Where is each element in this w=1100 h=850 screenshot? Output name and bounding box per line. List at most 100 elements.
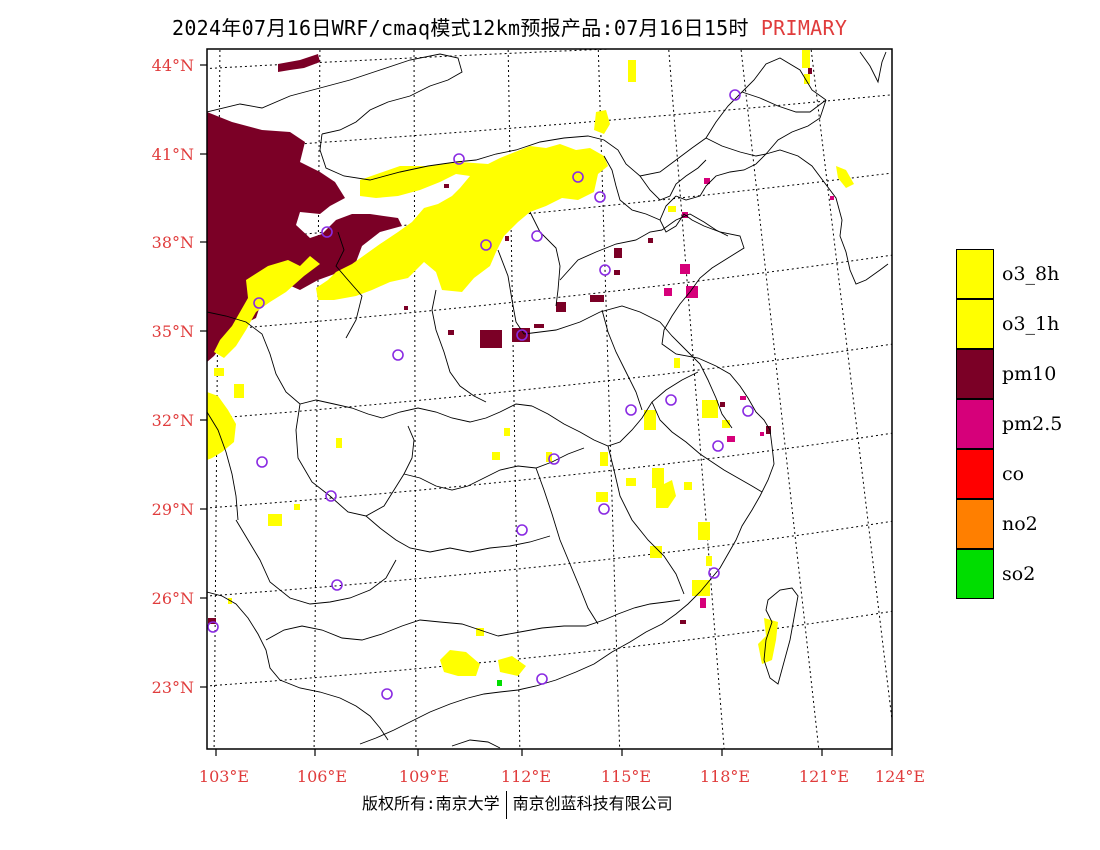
lat-label-44: 44°N <box>152 56 194 75</box>
lat-label-38: 38°N <box>152 233 194 252</box>
pm25-speck-7 <box>727 436 735 442</box>
o3-speck-16 <box>656 480 676 508</box>
legend-item-o3-8h: o3_8h <box>956 249 1086 299</box>
o3-speck-21 <box>692 580 710 596</box>
legend-item-no2: no2 <box>956 499 1086 549</box>
province-heilongjiang <box>741 91 827 113</box>
station-circle <box>325 490 337 502</box>
latitude-labels: 44°N 41°N 38°N 35°N 32°N 29°N 26°N 23°N <box>152 56 194 697</box>
province-guizhou-hunan <box>365 515 551 553</box>
station-circle <box>572 171 584 183</box>
o3-speck-4 <box>628 60 636 82</box>
legend-label: no2 <box>1002 513 1038 535</box>
pm10-speck-14 <box>614 270 620 275</box>
pm10-speck-4 <box>505 236 509 241</box>
lon-label-103: 103°E <box>199 767 249 786</box>
station-circle <box>729 89 741 101</box>
legend-swatch <box>956 449 994 499</box>
o3-speck-23 <box>758 618 778 664</box>
o3-speck-22 <box>706 556 712 566</box>
pm25-speck-10 <box>760 432 764 436</box>
province-guangxi <box>265 619 499 641</box>
legend-swatch <box>956 299 994 349</box>
station-circle <box>256 456 268 468</box>
legend-label: o3_8h <box>1002 263 1060 285</box>
province-jilin <box>705 137 767 157</box>
legend-swatch <box>956 499 994 549</box>
station-circle <box>480 239 492 251</box>
o3-speck-25 <box>294 504 300 510</box>
o3-north-belt <box>316 144 608 300</box>
pm25-speck-6 <box>830 196 834 200</box>
pm10-top-strip <box>278 54 320 72</box>
station-circle <box>392 349 404 361</box>
axis-ticks <box>200 64 893 756</box>
station-circle <box>531 230 543 242</box>
legend-label: so2 <box>1002 563 1036 585</box>
meridian-112E <box>507 49 521 749</box>
pm10-speck-18 <box>208 618 216 624</box>
province-hebei-inner <box>529 211 561 307</box>
o3-speck-27 <box>492 452 500 460</box>
pm10-speck-7 <box>556 302 566 312</box>
station-circle <box>253 297 265 309</box>
station-circle <box>453 153 465 165</box>
o3-speck-17 <box>684 482 692 490</box>
pollutant-legend: o3_8h o3_1h pm10 pm2.5 co no2 so2 <box>956 249 1086 599</box>
legend-swatch <box>956 249 994 299</box>
copyright-footer: 版权所有:南京大学 南京创蓝科技有限公司 <box>362 790 673 819</box>
province-shanxi-hebei <box>497 249 525 335</box>
o3-west-edge <box>207 392 236 460</box>
station-circle <box>712 440 724 452</box>
longitude-labels: 103°E 106°E 109°E 112°E 115°E 118°E 121°… <box>199 767 925 786</box>
province-hunan-jiangxi <box>535 467 599 625</box>
legend-label: pm2.5 <box>1002 413 1063 435</box>
province-hubei-anhui <box>531 371 699 447</box>
lon-label-109: 109°E <box>399 767 449 786</box>
pm25-speck-5 <box>704 178 710 184</box>
parallel-32N <box>207 343 892 420</box>
o3-speck-29 <box>504 428 510 436</box>
station-circle <box>321 226 333 238</box>
province-shanxi-shaanxi <box>431 289 487 403</box>
station-circle <box>594 191 606 203</box>
pm10-speck-6 <box>590 295 604 302</box>
lon-label-112: 112°E <box>501 767 551 786</box>
o3-speck-13 <box>600 452 608 466</box>
legend-item-pm10: pm10 <box>956 349 1086 399</box>
pm25-speck-3 <box>664 288 672 296</box>
lon-label-115: 115°E <box>601 767 651 786</box>
province-jiangxi-fujian <box>607 445 685 595</box>
legend-item-so2: so2 <box>956 549 1086 599</box>
o3-speck-8 <box>668 206 676 212</box>
o3-speck-1 <box>214 368 224 376</box>
station-circle <box>625 404 637 416</box>
lat-label-35: 35°N <box>152 322 194 341</box>
pm10-speck-15 <box>720 402 725 407</box>
o3-speck-20 <box>650 546 662 558</box>
o3-speck-2 <box>234 384 244 398</box>
station-circle <box>331 579 343 591</box>
province-yunnan-guizhou <box>235 519 397 605</box>
province-chongqing-hubei <box>403 447 585 491</box>
meridian-124E <box>810 49 892 721</box>
station-circle <box>516 524 528 536</box>
o3-speck-30 <box>440 650 480 676</box>
o3-speck-24 <box>268 514 282 526</box>
title-main: 2024年07月16日WRF/cmaq模式12km预报产品:07月16日15时 <box>172 16 749 40</box>
pm10-speck-5 <box>614 248 622 258</box>
legend-item-o3-1h: o3_1h <box>956 299 1086 349</box>
province-shaanxi-sichuan <box>381 403 533 423</box>
legend-label: co <box>1002 463 1025 485</box>
parallel-29N <box>207 432 892 509</box>
o3-speck-10 <box>644 410 656 430</box>
pm10-speck-8 <box>480 330 502 348</box>
pm10-speck-16 <box>766 426 771 434</box>
parallel-35N <box>207 254 892 332</box>
province-liaoning <box>639 159 707 201</box>
legend-item-pm25: pm2.5 <box>956 399 1086 449</box>
company-text: 南京创蓝科技有限公司 <box>512 794 673 813</box>
stations <box>207 89 754 700</box>
province-sichuan-chongqing <box>295 403 415 517</box>
